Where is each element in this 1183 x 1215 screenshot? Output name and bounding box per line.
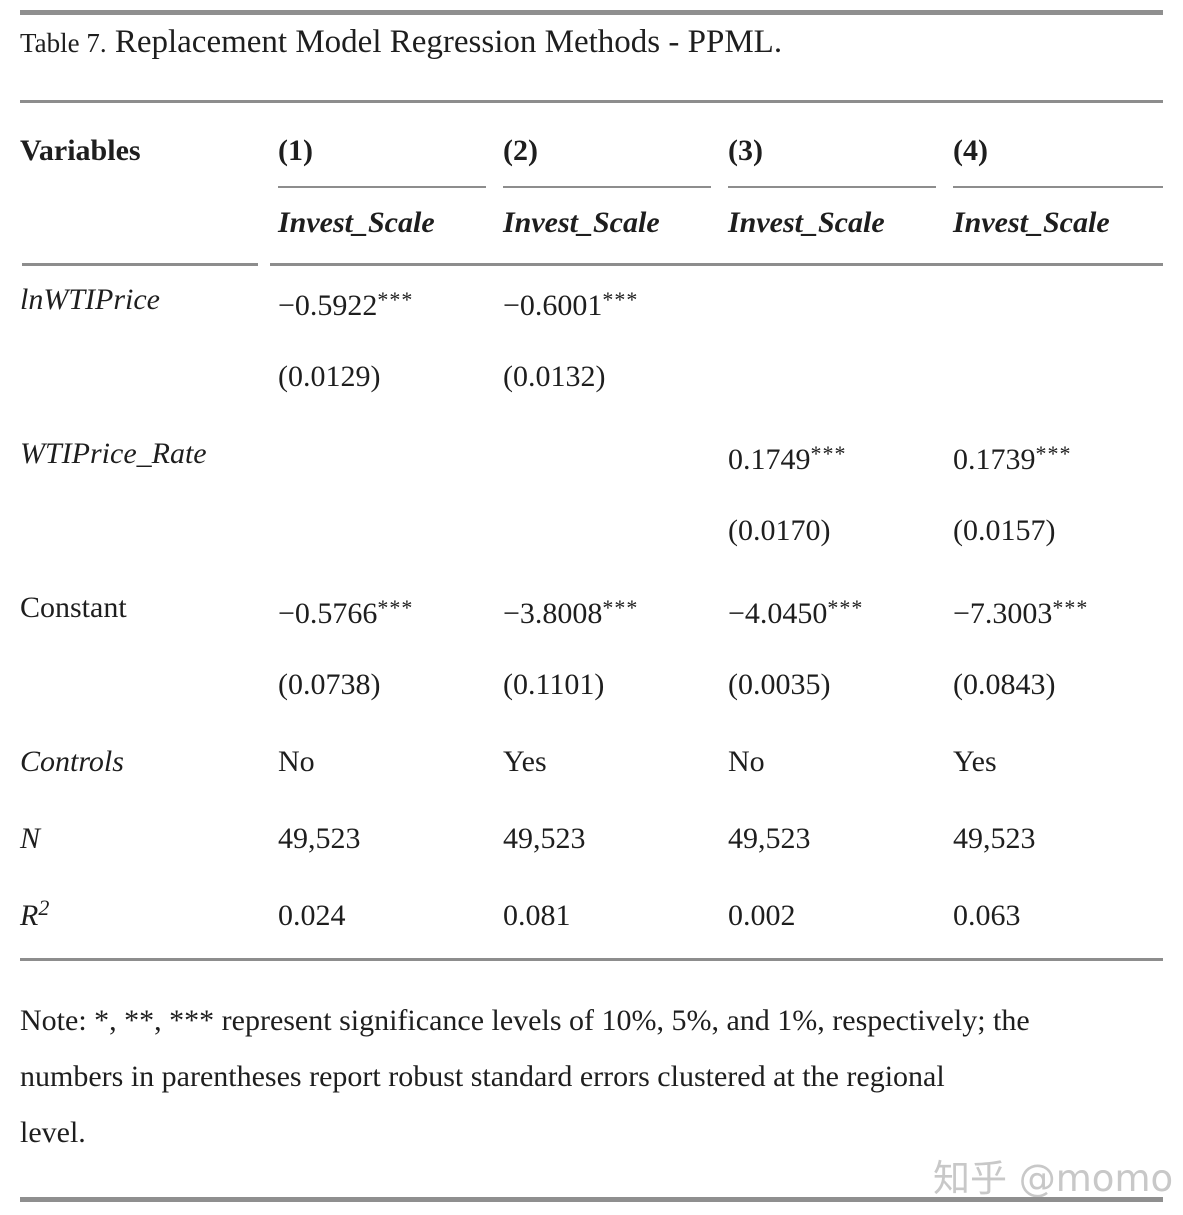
- note-line: Note: *, **, *** represent significance …: [20, 1004, 1030, 1037]
- note-line: numbers in parentheses report robust sta…: [20, 1060, 945, 1093]
- row-label: N: [20, 822, 41, 855]
- table-cell: (0.1101): [503, 668, 605, 701]
- significance-stars: ***: [602, 595, 639, 620]
- table-cell: [503, 420, 728, 497]
- row-label: Constant: [20, 591, 127, 624]
- dependent-variable-header: Invest_Scale: [953, 206, 1110, 239]
- table-cell: (0.0738): [278, 668, 381, 701]
- header-top-rule: [20, 100, 1163, 103]
- significance-stars: ***: [810, 441, 847, 466]
- row-label: [20, 497, 278, 574]
- page-bottom-rule: [20, 1197, 1163, 1202]
- column-2-rule: [503, 186, 711, 188]
- regression-table: Variables (1) (2) (3) (4) Invest_Scale Invest_…: [20, 103, 1163, 959]
- table-cell: Yes: [953, 745, 997, 778]
- table-cell: No: [278, 745, 315, 778]
- row-label: lnWTIPrice: [20, 283, 160, 316]
- watermark: 知乎 @momo: [933, 1157, 1174, 1200]
- row-label: WTIPrice_Rate: [20, 437, 207, 470]
- table-cell: 0.024: [278, 899, 346, 932]
- table-cell: (0.0157): [953, 514, 1056, 547]
- table-cell: [953, 343, 1163, 420]
- dependent-variable-header: Invest_Scale: [728, 206, 885, 239]
- table-cell: 0.1749***: [728, 441, 847, 476]
- table-cell: 0.081: [503, 899, 571, 932]
- header-bottom-rule-right: [270, 263, 1163, 266]
- table-cell: 49,523: [503, 822, 586, 855]
- column-number-header: (3): [728, 134, 763, 167]
- table-cell: No: [728, 745, 765, 778]
- dependent-variable-header: Invest_Scale: [278, 206, 435, 239]
- variables-header: Variables: [20, 134, 141, 167]
- table-cell: 49,523: [953, 822, 1036, 855]
- significance-stars: ***: [602, 287, 639, 312]
- table-cell: [728, 266, 953, 343]
- row-label: R2: [20, 895, 50, 933]
- table-cell: [953, 266, 1163, 343]
- table-cell: 49,523: [278, 822, 361, 855]
- table-note: Note: *, **, *** represent significance …: [20, 993, 1163, 1161]
- table-cell: −0.5922***: [278, 287, 414, 322]
- table-cell: (0.0129): [278, 360, 381, 393]
- table-cell: Yes: [503, 745, 547, 778]
- significance-stars: ***: [827, 595, 864, 620]
- table-cell: 0.1739***: [953, 441, 1072, 476]
- table-cell: (0.0035): [728, 668, 831, 701]
- table-cell: −0.6001***: [503, 287, 639, 322]
- table-cell: −7.3003***: [953, 595, 1089, 630]
- row-label-superscript: 2: [38, 895, 50, 920]
- column-number-header: (4): [953, 134, 988, 167]
- table-cell: −3.8008***: [503, 595, 639, 630]
- column-3-rule: [728, 186, 936, 188]
- column-number-header: (1): [278, 134, 313, 167]
- significance-stars: ***: [377, 287, 414, 312]
- column-4-rule: [953, 186, 1163, 188]
- table-title: Table 7. Replacement Model Regression Me…: [20, 24, 782, 61]
- column-number-header: (2): [503, 134, 538, 167]
- note-line: level.: [20, 1116, 86, 1149]
- table-cell: [728, 343, 953, 420]
- header-bottom-rule-left: [22, 263, 258, 266]
- column-1-rule: [278, 186, 486, 188]
- table-cell: 0.002: [728, 899, 796, 932]
- table-title-text: Replacement Model Regression Methods - P…: [106, 24, 783, 60]
- table-cell: 49,523: [728, 822, 811, 855]
- row-label: [20, 343, 278, 420]
- table-cell: 0.063: [953, 899, 1021, 932]
- table-top-rule: [20, 10, 1163, 15]
- table-cell: [503, 497, 728, 574]
- table-cell: (0.0843): [953, 668, 1056, 701]
- table-cell: [278, 420, 503, 497]
- significance-stars: ***: [377, 595, 414, 620]
- header-spacer: [20, 185, 278, 266]
- table-cell: [278, 497, 503, 574]
- table-cell: (0.0170): [728, 514, 831, 547]
- row-label: [20, 651, 278, 728]
- table-cell: −0.5766***: [278, 595, 414, 630]
- significance-stars: ***: [1035, 441, 1072, 466]
- row-label: Controls: [20, 745, 124, 778]
- significance-stars: ***: [1052, 595, 1089, 620]
- table-cell: −4.0450***: [728, 595, 864, 630]
- table-bottom-rule: [20, 958, 1163, 961]
- table-cell: (0.0132): [503, 360, 606, 393]
- dependent-variable-header: Invest_Scale: [503, 206, 660, 239]
- table-number-label: Table 7.: [20, 28, 107, 58]
